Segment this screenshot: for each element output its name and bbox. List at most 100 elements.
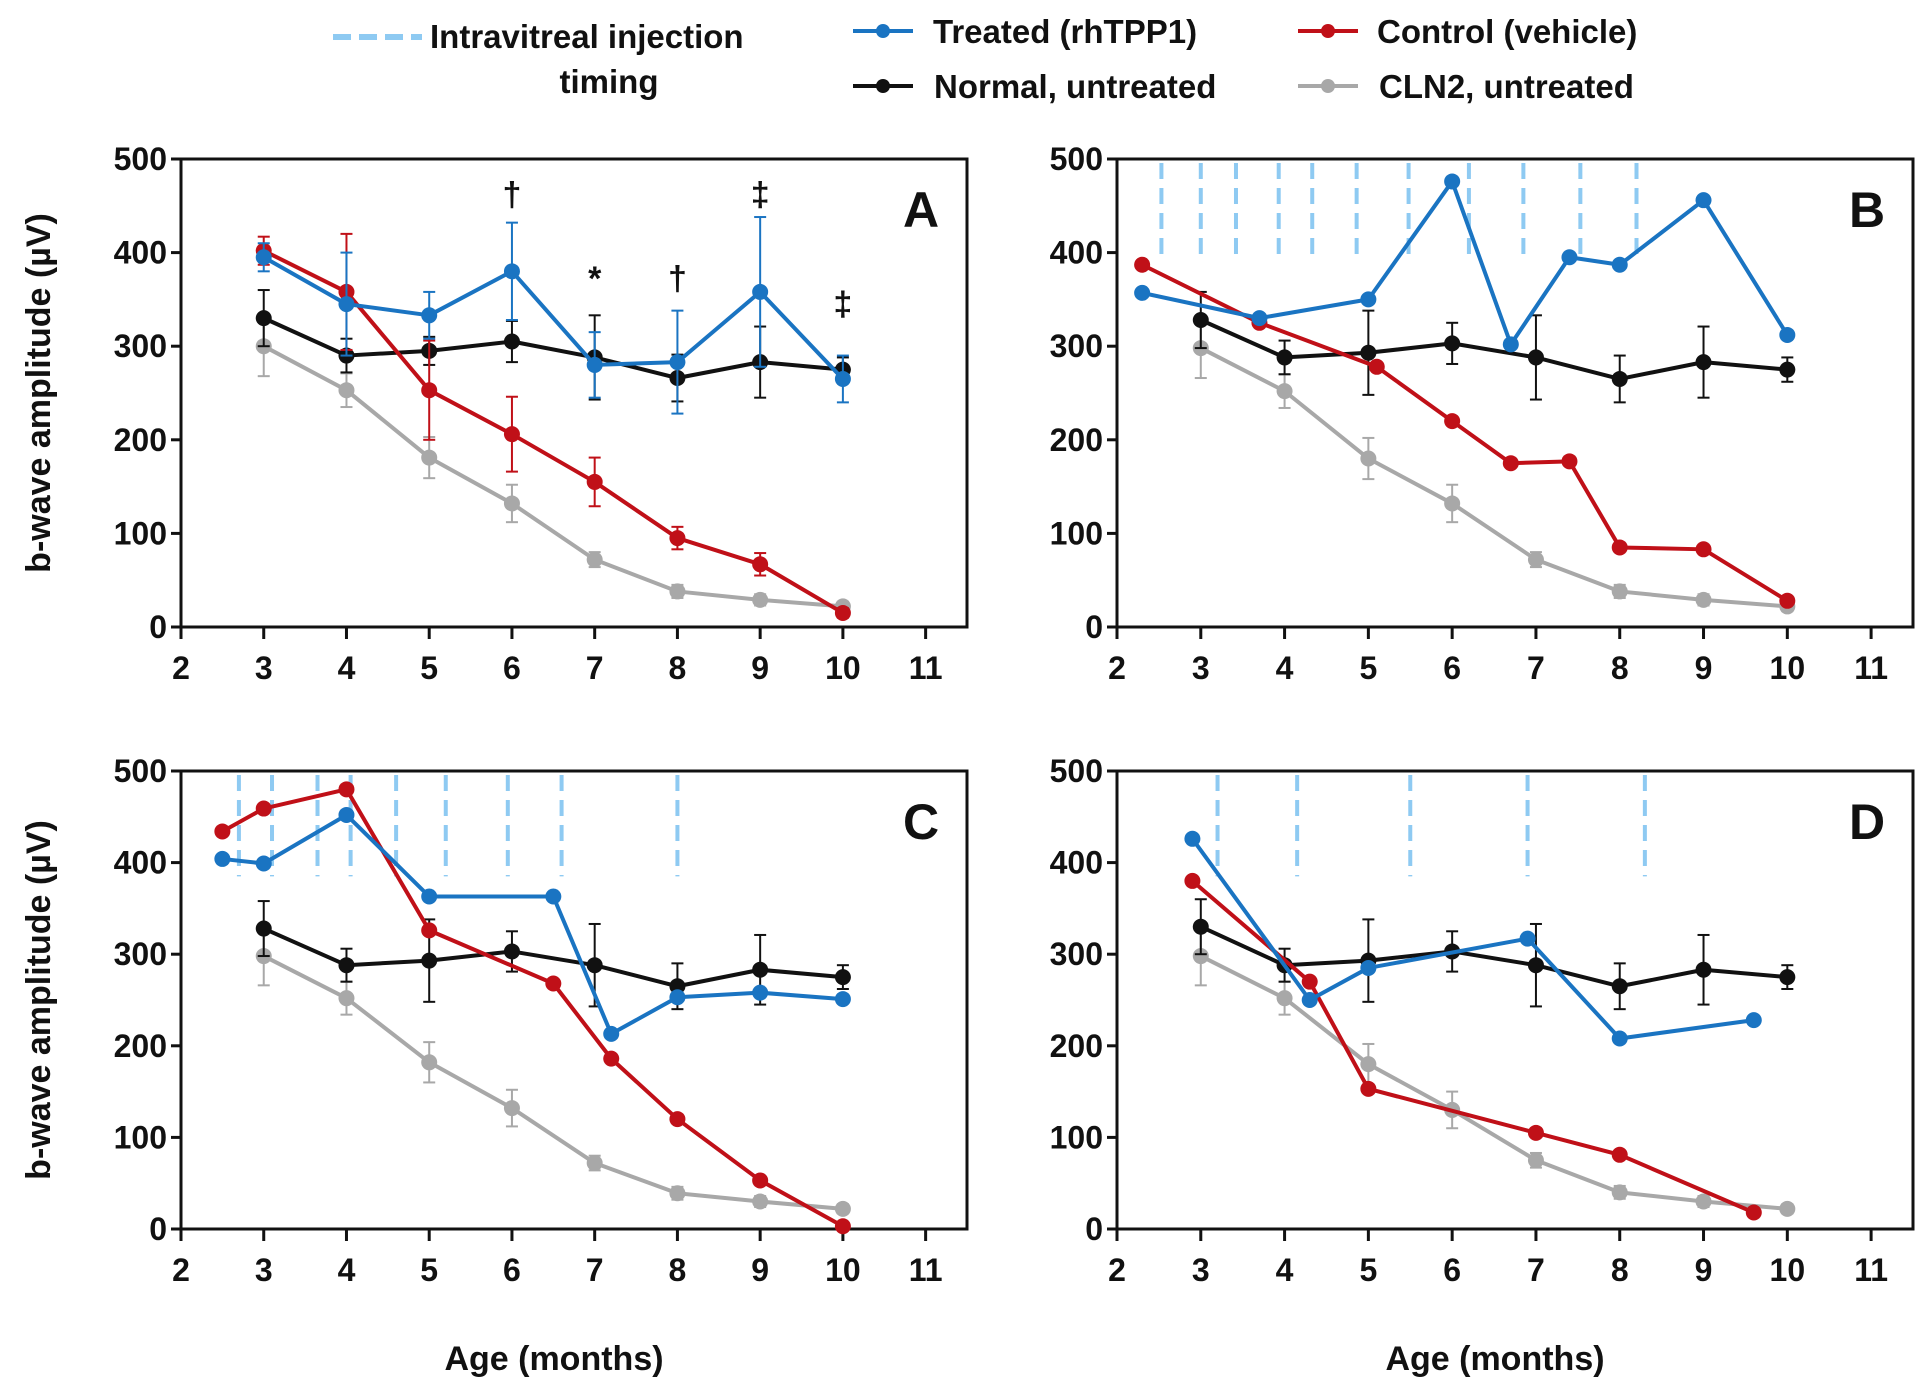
x-tick-label: 9 [1695,650,1713,686]
data-point [752,283,769,300]
y-tick-label: 200 [114,1028,167,1064]
data-point [669,1185,686,1202]
data-point [1779,969,1796,986]
data-point [1502,455,1519,472]
y-axis-label: b-wave amplitude (µV) [20,213,58,573]
data-point [1695,354,1712,371]
x-tick-label: 4 [338,650,356,686]
y-tick-label: 0 [1085,1211,1103,1247]
data-point [834,370,851,387]
data-point [1184,872,1201,889]
y-tick-label: 500 [1050,753,1103,789]
x-tick-label: 5 [1359,650,1377,686]
legend: Intravitreal injection timing Treated (r… [333,13,1637,105]
data-point [1527,957,1544,974]
y-tick-label: 0 [149,1211,167,1247]
data-point [603,1025,620,1042]
x-tick-label: 6 [503,1252,521,1288]
data-point [338,806,355,823]
panel-letter: D [1849,794,1885,850]
data-point [1134,284,1151,301]
data-point [1184,830,1201,847]
panel-letter: A [903,182,939,238]
series-line [262,344,844,609]
data-point [1360,344,1377,361]
data-point [1611,1184,1628,1201]
plot-frame [1115,769,1915,1231]
series-line [222,812,844,1036]
legend-cln2-marker [1321,79,1335,93]
significance-marker: ‡ [833,285,852,323]
y-tick-label: 400 [114,845,167,881]
x-tick-label: 2 [172,1252,190,1288]
data-point [421,952,438,969]
y-tick-label: 300 [1050,328,1103,364]
y-tick-label: 100 [1050,1119,1103,1155]
panel-d: 2 3 4 5 6 7 8 9 10 11 0 100 200 300 400 500 Age (months)… [1050,753,1915,1378]
x-tick-label: 5 [1359,1252,1377,1288]
series-line [1190,837,1755,1041]
data-point [1779,361,1796,378]
data-point [1276,383,1293,400]
data-point [421,1054,438,1071]
data-point [1611,370,1628,387]
data-point [1444,335,1461,352]
y-axis-label: b-wave amplitude (µV) [20,820,58,1180]
y-tick-label: 500 [114,141,167,177]
series-control [214,781,851,1235]
data-point [1276,349,1293,366]
x-tick-label: 10 [825,1252,861,1288]
data-point [1695,591,1712,608]
series-control [1134,256,1796,609]
data-point [834,604,851,621]
y-tick-label: 100 [1050,515,1103,551]
data-point [1527,1124,1544,1141]
series-line [221,787,844,1229]
data-point [1779,592,1796,609]
x-tick-label: 4 [338,1252,356,1288]
x-tick-label: 11 [1854,1252,1888,1288]
data-point [255,920,272,937]
x-tick-label: 7 [586,650,604,686]
x-tick-label: 6 [503,650,521,686]
y-tick-label: 200 [114,422,167,458]
y-tick-label: 400 [1050,845,1103,881]
legend-injection-label-line2: timing [560,63,659,100]
series-line [262,926,844,989]
series-line [1191,879,1755,1215]
series-normal [1192,290,1796,404]
panel-a: 2 3 4 5 6 7 8 9 10 11 0 100 200 300 400 500 b-wave ampli… [20,141,969,686]
data-point [503,426,520,443]
panel-letter: B [1849,182,1885,238]
x-tick-label: 6 [1443,650,1461,686]
data-point [669,354,686,371]
data-point [1360,1056,1377,1073]
series-line [262,255,845,381]
series-cln2 [255,315,851,615]
series-line [1141,179,1790,347]
significance-marker: † [668,260,687,298]
data-point [338,957,355,974]
data-point [586,957,603,974]
data-point [1444,413,1461,430]
x-tick-label: 6 [1443,1252,1461,1288]
series-line [1199,924,1788,989]
data-point [1251,310,1268,327]
data-point [338,382,355,399]
data-point [255,855,272,872]
y-tick-label: 200 [1050,422,1103,458]
panel-c: 2 3 4 5 6 7 8 9 10 11 0 100 200 300 400 500 b-wave ampli… [20,753,969,1378]
x-axis-label: Age (months) [1385,1340,1604,1378]
significance-marker: ‡ [751,176,770,214]
legend-control-marker [1321,24,1335,38]
data-point [586,356,603,373]
y-tick-label: 500 [114,753,167,789]
data-point [545,888,562,905]
data-point [503,263,520,280]
data-point [1561,249,1578,266]
x-tick-label: 3 [255,1252,273,1288]
series-line [262,316,844,381]
data-point [1134,256,1151,273]
x-tick-label: 9 [751,650,769,686]
